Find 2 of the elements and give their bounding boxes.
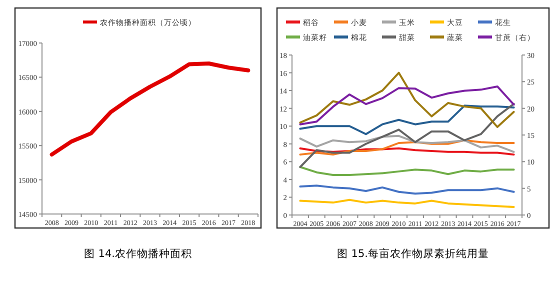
text: 图 14.农作物播种面积 xyxy=(84,247,192,260)
text: 图 15.每亩农作物尿素折纯用量 xyxy=(336,247,490,260)
